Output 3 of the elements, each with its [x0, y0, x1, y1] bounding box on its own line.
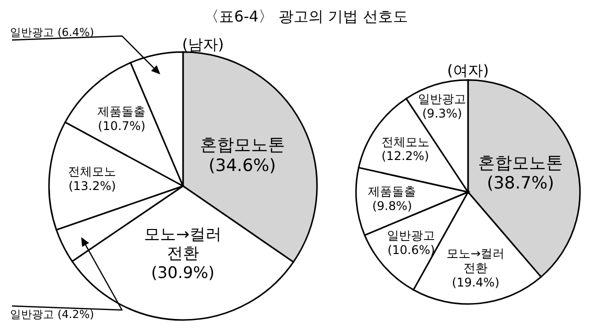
title: 〈표6-4〉 광고의 기법 선호도	[204, 7, 408, 26]
subtitle: (여자)	[447, 61, 489, 80]
subtitle: (남자)	[182, 35, 224, 54]
